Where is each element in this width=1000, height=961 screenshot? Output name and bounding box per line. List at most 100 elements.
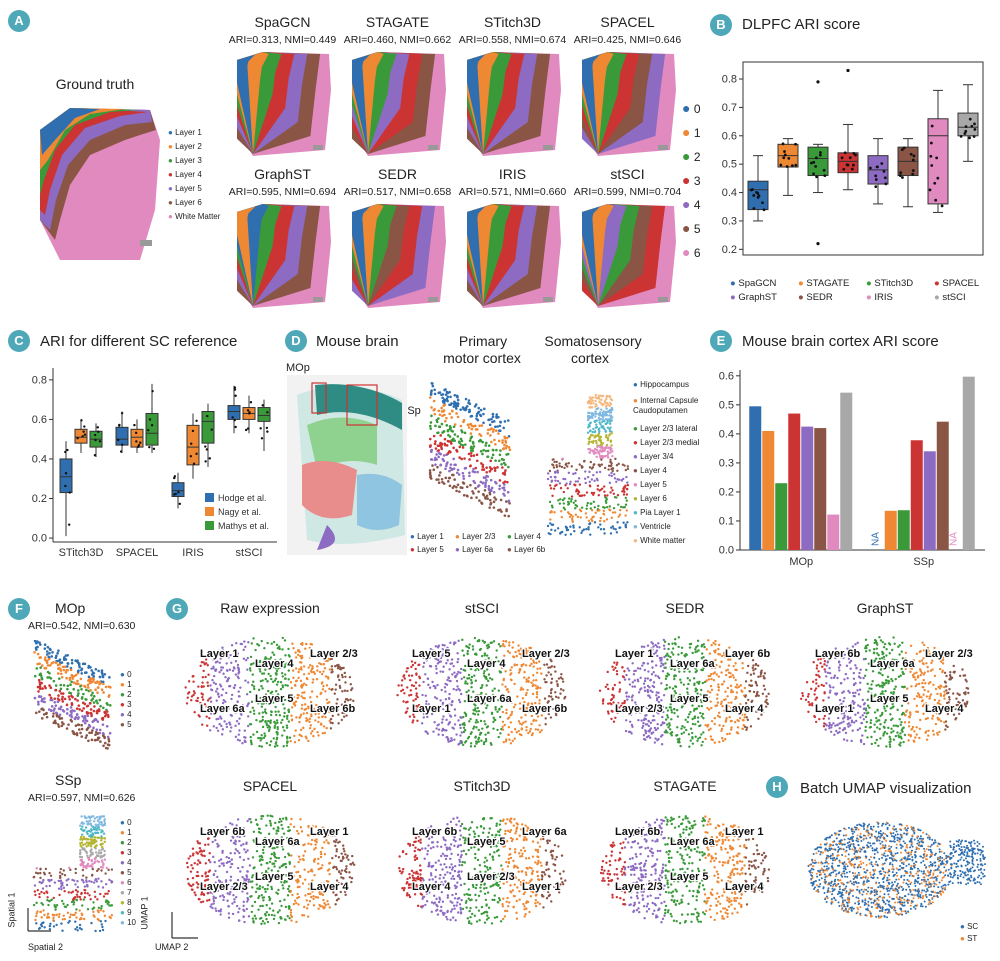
cell <box>650 647 653 650</box>
cell <box>325 705 328 709</box>
cell <box>612 720 616 723</box>
cell <box>216 729 220 733</box>
cell <box>756 664 760 667</box>
cell <box>934 722 938 726</box>
data-point <box>876 165 879 169</box>
cell <box>456 658 460 661</box>
cell <box>663 647 666 651</box>
spot <box>70 900 74 904</box>
spot <box>93 705 96 708</box>
cell <box>249 735 252 739</box>
spot <box>72 674 76 678</box>
cell <box>645 723 649 726</box>
cell <box>813 693 816 696</box>
spot <box>498 453 502 457</box>
spot <box>458 456 461 459</box>
cell <box>216 660 219 663</box>
cell <box>525 725 528 729</box>
cell <box>322 685 325 688</box>
spot <box>555 464 558 467</box>
cell <box>260 745 263 748</box>
cell <box>629 713 633 717</box>
cell <box>704 737 707 741</box>
cell <box>435 697 439 700</box>
cell <box>333 710 336 713</box>
spot <box>486 475 490 478</box>
cell <box>455 733 458 736</box>
spot <box>44 867 48 871</box>
cell <box>710 688 714 691</box>
cell <box>547 708 551 711</box>
cell <box>674 685 678 689</box>
cell <box>299 642 303 646</box>
cell <box>903 694 907 697</box>
cell <box>691 717 694 721</box>
cell <box>441 718 444 721</box>
spot <box>482 448 485 452</box>
cell <box>641 726 644 730</box>
cell <box>446 646 449 650</box>
cell <box>466 682 469 685</box>
cell <box>200 661 204 664</box>
cell <box>491 689 494 692</box>
data-point <box>191 429 195 433</box>
cell <box>326 701 329 705</box>
cell <box>233 686 236 690</box>
spot <box>574 507 577 510</box>
data-point <box>963 132 967 135</box>
spot <box>592 473 595 477</box>
spot <box>35 922 38 925</box>
cell <box>623 699 626 703</box>
cell <box>200 685 203 689</box>
legend-label: 0 <box>127 818 132 827</box>
cell <box>723 709 726 712</box>
cell <box>817 658 820 661</box>
spot <box>77 689 80 692</box>
spot <box>101 723 105 726</box>
spot <box>563 497 566 500</box>
cell <box>267 701 270 704</box>
cell <box>418 676 422 680</box>
spot <box>48 671 51 675</box>
spot <box>477 439 481 443</box>
cell <box>511 646 514 649</box>
spot <box>580 466 584 469</box>
box-stSCI <box>957 84 979 162</box>
cell <box>633 685 637 688</box>
cell <box>755 684 759 687</box>
spot <box>599 435 602 439</box>
y-tick-label: 0.2 <box>32 493 47 505</box>
cell <box>508 651 511 655</box>
cell <box>739 684 743 687</box>
spot <box>99 865 103 869</box>
cell <box>709 727 712 730</box>
spot <box>605 404 608 407</box>
spot <box>587 526 590 529</box>
cell <box>302 673 306 676</box>
cell <box>866 704 870 707</box>
spot <box>564 533 567 536</box>
cell <box>856 728 860 732</box>
spot <box>72 687 76 691</box>
spot <box>608 422 612 425</box>
cell <box>495 656 498 659</box>
cell <box>915 683 919 686</box>
cell <box>283 711 286 715</box>
bar-GraphST <box>801 426 814 550</box>
spot <box>77 662 81 665</box>
spot <box>88 725 92 728</box>
spot <box>467 410 471 414</box>
spot <box>43 666 46 670</box>
cell <box>255 718 258 722</box>
region-label: Internal Capsule Caudoputamen <box>633 396 699 415</box>
spot <box>89 864 92 867</box>
cell <box>729 728 733 731</box>
spot <box>472 479 475 483</box>
cell <box>437 658 440 662</box>
cell <box>838 669 841 672</box>
cell <box>686 716 690 719</box>
cell <box>270 690 274 694</box>
cell <box>289 681 293 684</box>
cell <box>601 699 605 703</box>
